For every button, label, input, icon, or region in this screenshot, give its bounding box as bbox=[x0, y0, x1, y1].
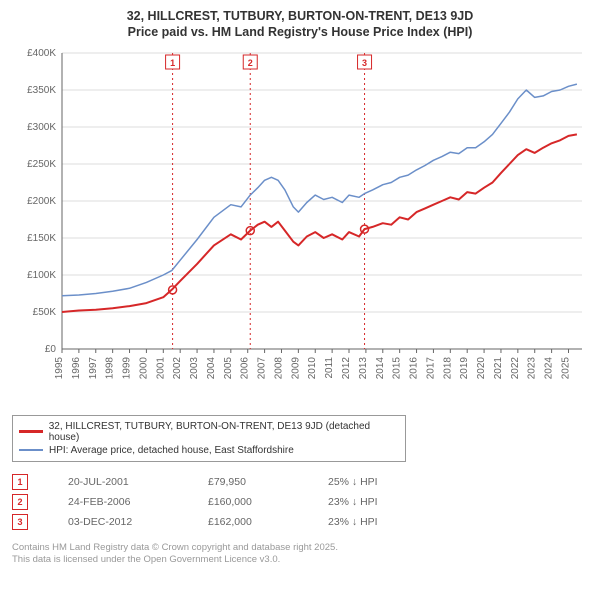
svg-text:1997: 1997 bbox=[88, 356, 99, 379]
transaction-date: 20-JUL-2001 bbox=[68, 476, 208, 488]
transaction-delta: 25% ↓ HPI bbox=[328, 476, 378, 488]
svg-text:2008: 2008 bbox=[273, 356, 284, 379]
svg-text:2: 2 bbox=[248, 58, 253, 68]
license-line2: This data is licensed under the Open Gov… bbox=[12, 554, 588, 566]
svg-text:1998: 1998 bbox=[105, 356, 116, 379]
svg-text:2004: 2004 bbox=[206, 356, 217, 379]
svg-text:1995: 1995 bbox=[54, 356, 65, 379]
transaction-price: £162,000 bbox=[208, 516, 328, 528]
title-block: 32, HILLCREST, TUTBURY, BURTON-ON-TRENT,… bbox=[12, 8, 588, 41]
svg-text:£150K: £150K bbox=[27, 233, 56, 244]
legend-row-hpi: HPI: Average price, detached house, East… bbox=[19, 444, 399, 457]
figure-container: 32, HILLCREST, TUTBURY, BURTON-ON-TRENT,… bbox=[0, 0, 600, 590]
svg-text:2006: 2006 bbox=[240, 356, 251, 379]
transaction-price: £160,000 bbox=[208, 496, 328, 508]
title-line2: Price paid vs. HM Land Registry's House … bbox=[12, 24, 588, 40]
legend-swatch-hpi bbox=[19, 449, 43, 451]
svg-text:1999: 1999 bbox=[122, 356, 133, 379]
transaction-marker-icon: 1 bbox=[12, 474, 28, 490]
svg-text:2009: 2009 bbox=[290, 356, 301, 379]
title-line1: 32, HILLCREST, TUTBURY, BURTON-ON-TRENT,… bbox=[12, 8, 588, 24]
transaction-row: 2 24-FEB-2006 £160,000 23% ↓ HPI bbox=[12, 492, 588, 512]
transaction-row: 1 20-JUL-2001 £79,950 25% ↓ HPI bbox=[12, 472, 588, 492]
svg-text:2012: 2012 bbox=[341, 356, 352, 379]
transaction-marker-icon: 3 bbox=[12, 514, 28, 530]
svg-text:£250K: £250K bbox=[27, 159, 56, 170]
svg-text:2019: 2019 bbox=[459, 356, 470, 379]
transaction-delta: 23% ↓ HPI bbox=[328, 516, 378, 528]
svg-text:3: 3 bbox=[362, 58, 367, 68]
svg-text:2023: 2023 bbox=[527, 356, 538, 379]
svg-text:2016: 2016 bbox=[409, 356, 420, 379]
license-text: Contains HM Land Registry data © Crown c… bbox=[12, 542, 588, 567]
transaction-row: 3 03-DEC-2012 £162,000 23% ↓ HPI bbox=[12, 512, 588, 532]
legend-label-property: 32, HILLCREST, TUTBURY, BURTON-ON-TRENT,… bbox=[49, 421, 399, 443]
svg-text:£400K: £400K bbox=[27, 48, 56, 59]
svg-text:2000: 2000 bbox=[138, 356, 149, 379]
svg-text:2013: 2013 bbox=[358, 356, 369, 379]
transaction-date: 24-FEB-2006 bbox=[68, 496, 208, 508]
svg-text:2022: 2022 bbox=[510, 356, 521, 379]
svg-text:2003: 2003 bbox=[189, 356, 200, 379]
svg-text:2024: 2024 bbox=[544, 356, 555, 379]
transaction-date: 03-DEC-2012 bbox=[68, 516, 208, 528]
svg-text:2025: 2025 bbox=[560, 356, 571, 379]
svg-text:2011: 2011 bbox=[324, 356, 335, 378]
transaction-marker-icon: 2 bbox=[12, 494, 28, 510]
svg-text:1: 1 bbox=[170, 58, 175, 68]
svg-text:2010: 2010 bbox=[307, 356, 318, 379]
transaction-price: £79,950 bbox=[208, 476, 328, 488]
svg-text:2001: 2001 bbox=[155, 356, 166, 379]
svg-text:2021: 2021 bbox=[493, 356, 504, 379]
svg-text:£350K: £350K bbox=[27, 85, 56, 96]
legend-label-hpi: HPI: Average price, detached house, East… bbox=[49, 445, 294, 456]
license-line1: Contains HM Land Registry data © Crown c… bbox=[12, 542, 588, 554]
transactions-table: 1 20-JUL-2001 £79,950 25% ↓ HPI 2 24-FEB… bbox=[12, 472, 588, 532]
svg-text:£100K: £100K bbox=[27, 270, 56, 281]
svg-text:2002: 2002 bbox=[172, 356, 183, 379]
legend-swatch-property bbox=[19, 430, 43, 433]
chart: £0 £50K £100K £150K £200K £250K £300K £350K £400… bbox=[12, 47, 588, 407]
svg-text:2017: 2017 bbox=[425, 356, 436, 379]
svg-text:£50K: £50K bbox=[33, 307, 57, 318]
svg-text:£200K: £200K bbox=[27, 196, 56, 207]
legend-row-property: 32, HILLCREST, TUTBURY, BURTON-ON-TRENT,… bbox=[19, 420, 399, 444]
chart-svg: £0 £50K £100K £150K £200K £250K £300K £350K £400… bbox=[12, 47, 588, 407]
svg-text:2005: 2005 bbox=[223, 356, 234, 379]
svg-text:£0: £0 bbox=[45, 344, 57, 355]
svg-text:£300K: £300K bbox=[27, 122, 56, 133]
transaction-delta: 23% ↓ HPI bbox=[328, 496, 378, 508]
legend-box: 32, HILLCREST, TUTBURY, BURTON-ON-TRENT,… bbox=[12, 415, 406, 462]
svg-text:2020: 2020 bbox=[476, 356, 487, 379]
svg-text:2018: 2018 bbox=[442, 356, 453, 379]
svg-text:2015: 2015 bbox=[392, 356, 403, 379]
svg-text:2014: 2014 bbox=[375, 356, 386, 379]
svg-text:2007: 2007 bbox=[257, 356, 268, 379]
svg-text:1996: 1996 bbox=[71, 356, 82, 379]
